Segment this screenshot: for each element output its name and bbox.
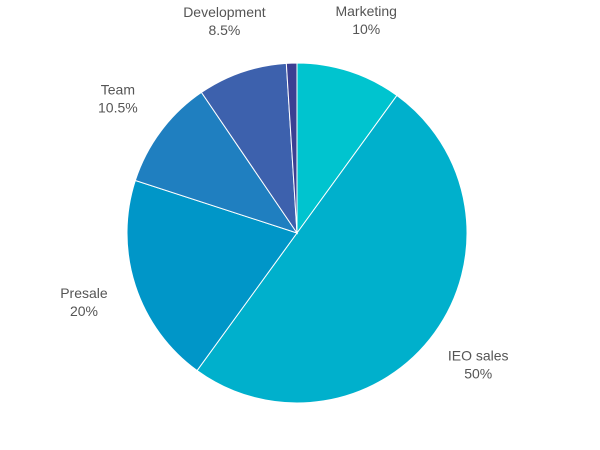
pie-slice-presale bbox=[126, 179, 298, 372]
pie-label-name: IEO sales bbox=[448, 348, 509, 364]
pie-label-team: Team 10.5% bbox=[98, 82, 138, 116]
pie-label-percent: 8.5% bbox=[208, 22, 240, 38]
pie-label-ieo-sales: IEO sales 50% bbox=[448, 348, 509, 382]
pie-label-development: Development 8.5% bbox=[183, 4, 266, 38]
pie-label-presale: Presale 20% bbox=[60, 285, 108, 319]
pie-label-marketing: Marketing 10% bbox=[335, 3, 396, 37]
pie-label-percent: 10% bbox=[352, 21, 380, 37]
slices-layer bbox=[126, 62, 468, 404]
labels-layer: Marketing 10% IEO sales 50% Presale 20% Team 10… bbox=[60, 3, 508, 382]
pie-label-name: Marketing bbox=[335, 3, 396, 19]
pie-slice-unlabeled-5 bbox=[285, 62, 298, 234]
pie-label-name: Team bbox=[101, 82, 135, 98]
pie-slice-development bbox=[200, 62, 298, 235]
pie-label-name: Presale bbox=[60, 285, 108, 301]
pie-label-percent: 20% bbox=[70, 303, 98, 319]
pie-label-percent: 10.5% bbox=[98, 100, 138, 116]
pie-slice-marketing bbox=[296, 62, 398, 235]
pie-slice-team bbox=[134, 91, 299, 234]
pie-slice-ieo-sales bbox=[196, 94, 468, 404]
pie-label-percent: 50% bbox=[464, 366, 492, 382]
pie-label-name: Development bbox=[183, 4, 266, 20]
